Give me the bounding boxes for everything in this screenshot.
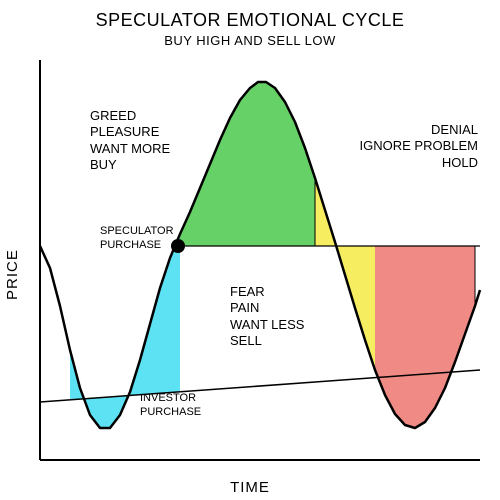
region-red (375, 246, 475, 428)
chart-container: { "titles": { "main": "SPECULATOR EMOTIO… (0, 0, 500, 500)
speculator-purchase-marker (171, 239, 185, 253)
region-green (180, 82, 315, 246)
chart-svg (0, 0, 500, 500)
